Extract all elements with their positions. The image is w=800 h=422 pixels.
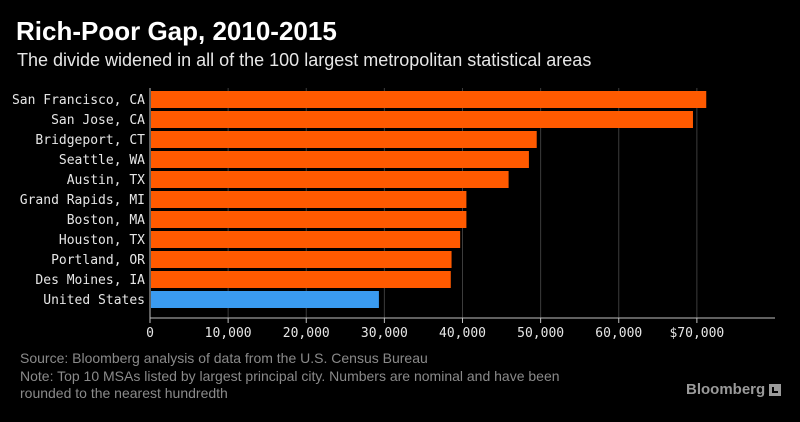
x-tick-label: 30,000 — [361, 326, 408, 341]
category-label: Grand Rapids, MI — [20, 193, 145, 208]
x-tick-label: 50,000 — [517, 326, 564, 341]
bar — [151, 191, 467, 208]
category-label: Houston, TX — [59, 233, 145, 248]
bar-chart: 0 10,000 20,000 30,000 40,000 50,000 60,000 $70… — [12, 88, 775, 341]
category-label: Portland, OR — [51, 253, 145, 268]
bloomberg-logo: Bloomberg — [686, 381, 782, 398]
bar — [151, 151, 529, 168]
bar — [151, 271, 451, 288]
x-tick-label: $70,000 — [669, 326, 724, 341]
bar — [151, 171, 509, 188]
bloomberg-chart-icon — [769, 383, 782, 396]
x-tick-label: 10,000 — [205, 326, 252, 341]
bar — [151, 91, 707, 108]
chart-title: Rich-Poor Gap, 2010-2015 — [16, 16, 337, 46]
category-label: San Francisco, CA — [12, 93, 145, 108]
note-line-1: Note: Top 10 MSAs listed by largest prin… — [20, 368, 560, 384]
x-tick-label: 20,000 — [283, 326, 330, 341]
category-label: United States — [43, 293, 145, 308]
bar — [151, 131, 537, 148]
bar — [151, 251, 452, 268]
x-tick-label: 40,000 — [439, 326, 486, 341]
category-label: Seattle, WA — [59, 153, 145, 168]
source-note: Source: Bloomberg analysis of data from … — [20, 350, 428, 366]
category-label: San Jose, CA — [51, 113, 145, 128]
category-label: Austin, TX — [67, 173, 145, 188]
note-line-2: rounded to the nearest hundredth — [20, 385, 228, 401]
x-tick-label: 60,000 — [595, 326, 642, 341]
category-label: Boston, MA — [67, 213, 145, 228]
chart-subtitle: The divide widened in all of the 100 lar… — [17, 50, 592, 70]
bar — [151, 211, 467, 228]
bar — [151, 111, 693, 128]
x-tick-label: 0 — [146, 326, 154, 341]
bar — [151, 291, 379, 308]
bar — [151, 231, 461, 248]
category-label: Des Moines, IA — [35, 273, 145, 288]
category-label: Bridgeport, CT — [35, 133, 145, 148]
brand-text: Bloomberg — [686, 381, 766, 398]
